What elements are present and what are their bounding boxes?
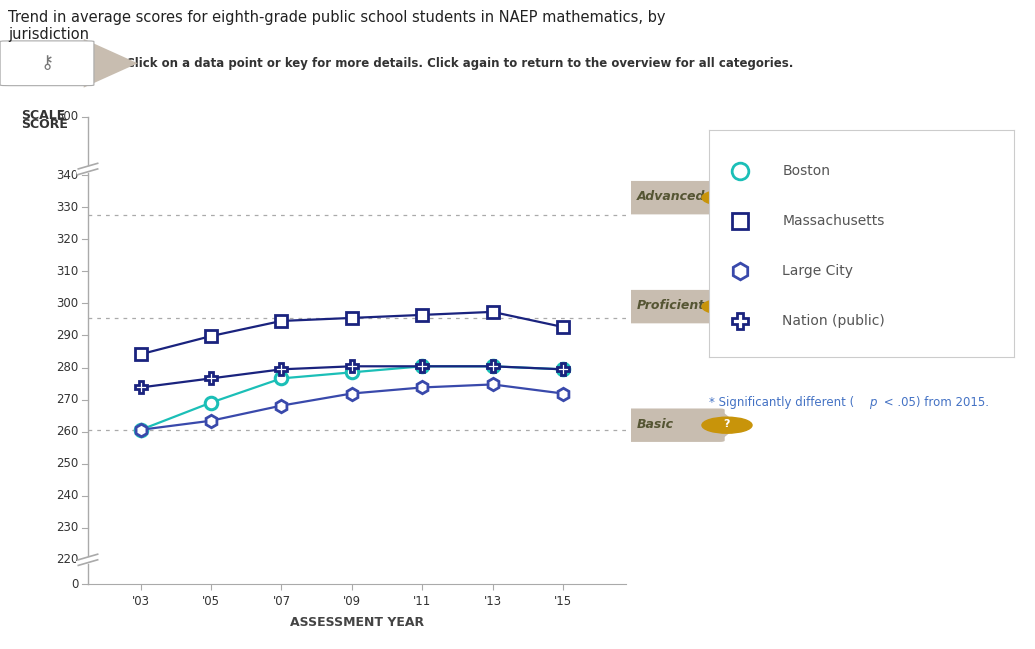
- Text: 280: 280: [56, 361, 79, 374]
- Polygon shape: [720, 198, 739, 213]
- Text: 330: 330: [56, 201, 79, 214]
- Text: 250: 250: [56, 457, 79, 470]
- Text: ?: ?: [723, 192, 731, 202]
- Text: Basic: Basic: [638, 418, 674, 431]
- Text: Click on a data point or key for more details. Click again to return to the over: Click on a data point or key for more de…: [125, 56, 793, 70]
- Text: 300: 300: [56, 297, 79, 310]
- Text: 270: 270: [56, 393, 79, 406]
- Text: Proficient: Proficient: [638, 299, 705, 312]
- X-axis label: ASSESSMENT YEAR: ASSESSMENT YEAR: [290, 616, 424, 629]
- Polygon shape: [84, 39, 138, 88]
- Text: 310: 310: [56, 265, 79, 278]
- Circle shape: [702, 299, 752, 315]
- Text: < .05) from 2015.: < .05) from 2015.: [880, 396, 988, 409]
- FancyBboxPatch shape: [0, 41, 94, 86]
- Text: 500: 500: [56, 110, 79, 123]
- Circle shape: [702, 190, 752, 206]
- Polygon shape: [720, 425, 739, 441]
- Polygon shape: [720, 291, 739, 306]
- Text: 290: 290: [56, 329, 79, 342]
- Text: Large City: Large City: [782, 263, 853, 278]
- Circle shape: [702, 417, 752, 433]
- Polygon shape: [720, 306, 739, 322]
- Text: 320: 320: [56, 233, 79, 246]
- Text: Boston: Boston: [782, 164, 830, 178]
- Text: Trend in average scores for eighth-grade public school students in NAEP mathemat: Trend in average scores for eighth-grade…: [8, 10, 666, 25]
- Text: Nation (public): Nation (public): [782, 313, 885, 328]
- Text: ⚷: ⚷: [40, 55, 54, 72]
- Text: 0: 0: [71, 578, 79, 591]
- Text: Massachusetts: Massachusetts: [782, 214, 885, 228]
- Text: jurisdiction: jurisdiction: [8, 27, 89, 42]
- Text: ?: ?: [723, 419, 731, 430]
- Text: ?: ?: [723, 301, 731, 311]
- Text: 230: 230: [56, 521, 79, 534]
- Text: Advanced: Advanced: [638, 190, 706, 203]
- Text: SCALE: SCALE: [21, 109, 65, 122]
- Text: SCORE: SCORE: [21, 118, 67, 131]
- Text: 220: 220: [56, 554, 79, 567]
- Text: 260: 260: [56, 425, 79, 438]
- Polygon shape: [720, 410, 739, 425]
- FancyBboxPatch shape: [627, 290, 724, 323]
- Text: 240: 240: [56, 489, 79, 502]
- Text: p: p: [869, 396, 877, 409]
- Text: 340: 340: [56, 169, 79, 182]
- Polygon shape: [720, 182, 739, 198]
- FancyBboxPatch shape: [627, 181, 724, 214]
- Text: * Significantly different (: * Significantly different (: [709, 396, 854, 409]
- FancyBboxPatch shape: [627, 408, 724, 442]
